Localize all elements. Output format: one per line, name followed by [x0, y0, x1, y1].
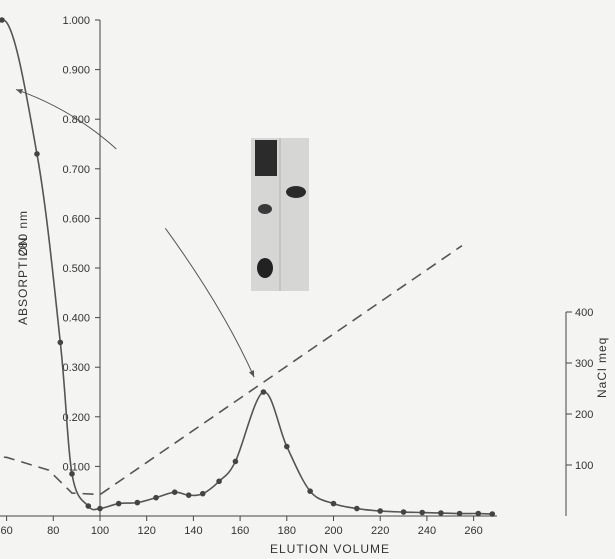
data-point: [400, 509, 407, 515]
data-point: [438, 510, 444, 516]
arrow-head: [249, 370, 255, 378]
x-tick-label: 180: [278, 525, 296, 537]
data-point: [0, 17, 5, 23]
x-tick-label: 140: [184, 525, 202, 537]
x-tick-label: 60: [0, 525, 12, 537]
y-tick-label: 0.700: [62, 164, 90, 176]
y2-tick-label: 400: [575, 307, 593, 319]
data-point: [216, 478, 222, 485]
y2-tick-label: 300: [575, 358, 593, 370]
y-axis-title: ABSORPTION: [16, 236, 30, 325]
y2-axis-title: NaCl meq: [595, 337, 609, 398]
arrow-head: [15, 89, 23, 95]
x-tick-label: 120: [138, 525, 156, 537]
x-tick-label: 220: [371, 525, 389, 537]
data-point: [456, 510, 463, 517]
gel-inset: [251, 138, 309, 291]
data-point: [199, 490, 206, 497]
data-point: [57, 339, 64, 346]
y-axis-unit: 280 nm: [16, 210, 30, 256]
data-point: [85, 503, 92, 509]
data-point: [330, 500, 337, 507]
annotation-arrow: [164, 228, 255, 378]
y-tick-label: 0.100: [62, 461, 90, 473]
data-point: [419, 509, 426, 516]
gel-band-right: [286, 186, 306, 198]
data-point: [307, 488, 313, 495]
gel-band-top: [255, 140, 277, 176]
data-point: [115, 500, 122, 507]
y-tick-label: 1.000: [62, 15, 90, 27]
data-point: [475, 510, 482, 517]
data-point: [354, 505, 360, 512]
data-point: [489, 511, 496, 517]
y-tick-label: 0.600: [62, 213, 90, 225]
data-point: [153, 494, 159, 501]
x-tick-label: 260: [464, 525, 482, 537]
x-tick-label: 240: [418, 525, 436, 537]
y2-tick-label: 200: [575, 409, 593, 421]
data-point: [34, 151, 40, 157]
data-point: [171, 489, 178, 495]
x-tick-label: 80: [47, 525, 59, 537]
y-tick-label: 0.900: [62, 65, 90, 77]
data-point: [377, 508, 384, 514]
x-tick-label: 160: [231, 525, 249, 537]
x-tick-label: 200: [324, 525, 342, 537]
gel-band-middle: [258, 204, 272, 214]
annotation-arrow: [15, 88, 117, 150]
gel-band-bottom: [257, 258, 273, 278]
x-axis-title: ELUTION VOLUME: [270, 542, 390, 556]
y-tick-label: 0.400: [62, 313, 90, 325]
x-tick-label: 100: [91, 525, 109, 537]
data-point: [134, 499, 141, 506]
data-point: [260, 389, 267, 395]
data-point: [232, 458, 239, 465]
y-tick-label: 0.500: [62, 263, 90, 275]
y-tick-label: 0.300: [62, 362, 90, 374]
y-tick-label: 0.200: [62, 412, 90, 424]
nacl-gradient-line: [0, 245, 463, 496]
data-point: [284, 443, 290, 450]
data-point: [185, 492, 192, 498]
data-point: [69, 471, 75, 477]
y2-tick-label: 100: [575, 460, 593, 472]
